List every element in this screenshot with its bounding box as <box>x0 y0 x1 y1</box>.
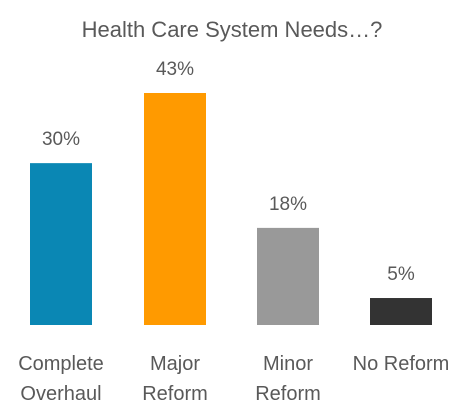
data-label-2: 18% <box>269 194 307 215</box>
bar-3 <box>370 298 432 325</box>
category-label-2-0: Minor <box>263 353 313 375</box>
data-label-3: 5% <box>387 264 415 285</box>
data-label-0: 30% <box>42 129 80 150</box>
category-label-1-1: Reform <box>142 383 208 405</box>
bar-1 <box>144 93 206 325</box>
category-label-3-0: No Reform <box>353 353 450 375</box>
category-label-0-0: Complete <box>18 353 104 375</box>
bar-0 <box>30 163 92 325</box>
category-label-1-0: Major <box>150 353 200 375</box>
category-label-0-1: Overhaul <box>20 383 101 405</box>
chart-title: Health Care System Needs…? <box>82 17 383 42</box>
category-label-2-1: Reform <box>255 383 321 405</box>
data-label-1: 43% <box>156 59 194 80</box>
bar-2 <box>257 227 319 325</box>
